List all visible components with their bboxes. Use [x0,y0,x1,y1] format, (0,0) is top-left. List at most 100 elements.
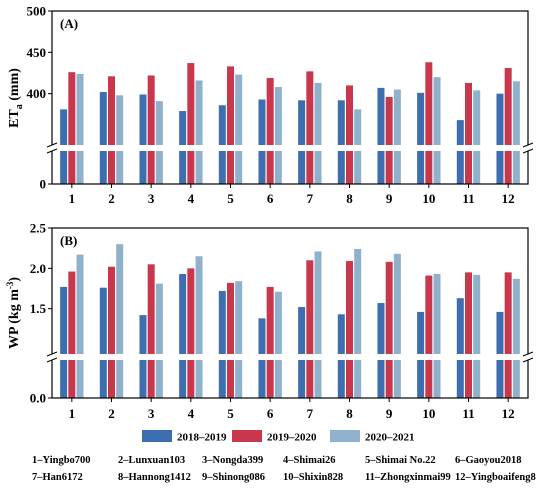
bar-p2-s2-c7 [306,260,314,398]
bar-p2-s2-c5 [227,282,234,398]
legend-label-1: 2018–2019 [177,432,227,444]
x-tick-label: 8 [346,406,353,421]
break-mark [46,357,58,363]
bar-p1-s3-c12 [512,81,520,184]
break-mark [522,351,534,357]
legend-label-3: 2020–2021 [365,432,415,444]
cultivar-5: 5–Shimai No.22 [365,455,436,466]
x-tick-label: 10 [422,406,435,421]
x-tick-label: 9 [386,191,393,206]
bar-p1-s3-c3 [155,101,163,184]
plot-frame [51,227,529,399]
x-tick-label: 1 [69,406,76,421]
bar-p2-s2-c9 [385,261,393,398]
bar-p1-s2-c3 [147,75,155,184]
x-tick-label: 8 [346,191,353,206]
cultivar-4: 4–Shimai26 [283,455,336,466]
y-tick-label: 2.0 [30,261,46,276]
bar-p2-s3-c8 [354,248,362,398]
legend-swatch-1 [142,430,172,442]
bar-p1-s2-c8 [346,85,353,184]
break-mark [522,148,534,154]
bar-p1-s1-c10 [417,92,425,184]
y-tick-label: 0.0 [30,391,46,406]
break-mark [522,357,534,363]
cultivar-8: 8–Hannong1412 [118,472,191,483]
bar-p1-s2-c6 [266,77,274,184]
cultivar-6: 6–Gaoyou2018 [455,455,522,466]
x-tick-label: 12 [502,191,515,206]
bar-p2-s3-c4 [195,256,203,398]
y-tick-label: 0 [40,177,47,192]
x-tick-label: 11 [462,406,474,421]
bar-p1-s3-c6 [274,87,282,184]
bar-p1-s3-c7 [314,82,322,184]
x-tick-label: 2 [108,406,115,421]
bar-p2-s1-c5 [218,290,226,398]
x-tick-label: 6 [267,191,274,206]
break-mark [46,351,58,357]
x-tick-label: 11 [462,191,474,206]
x-tick-label: 10 [422,191,435,206]
bar-p2-s2-c3 [147,264,155,398]
bar-p2-s1-c4 [179,273,187,398]
legend: 2018–2019 2019–2020 2020–2021 [142,430,415,444]
cultivar-10: 10–Shixin828 [283,472,343,483]
bar-p2-s3-c6 [274,291,282,398]
legend-label-2: 2019–2020 [267,432,317,444]
break-mark [522,142,534,148]
y-tick-label: 450 [27,45,47,60]
bar-p1-s3-c1 [76,73,84,184]
bar-p1-s2-c10 [425,62,433,184]
y-axis-label: WP (kg m-3) [5,277,22,349]
cultivar-list: 1–Yingbo700 2–Lunxuan103 3–Nongda399 4–Shim… [32,455,536,483]
x-tick-label: 1 [69,191,76,206]
bar-p1-s1-c8 [337,100,345,184]
bar-p1-s3-c11 [473,90,481,184]
x-tick-label: 9 [386,406,393,421]
bar-p2-s2-c10 [425,275,433,398]
cultivar-2: 2–Lunxuan103 [118,455,185,466]
x-tick-label: 7 [307,191,314,206]
bar-p2-s3-c5 [235,281,243,398]
bar-p1-s1-c11 [456,120,464,184]
cultivar-1: 1–Yingbo700 [32,455,91,466]
x-tick-label: 6 [267,406,274,421]
bar-p2-s1-c2 [99,287,107,398]
bar-p1-s1-c9 [377,87,385,184]
bar-p1-s3-c4 [195,80,203,184]
bar-p1-s1-c2 [99,92,107,184]
break-cover-left [47,354,57,360]
panel-label: (A) [60,16,78,31]
x-tick-label: 5 [227,191,234,206]
bar-p1-s1-c5 [218,105,226,184]
bar-p2-s3-c12 [512,278,520,398]
break-cover-left [47,145,57,151]
bar-p1-s1-c7 [298,100,306,184]
x-tick-label: 4 [188,406,195,421]
cultivar-7: 7–Han6172 [32,472,83,483]
bar-p1-s2-c7 [306,71,314,184]
bar-p2-s2-c8 [346,261,353,398]
bar-p2-s2-c1 [68,271,76,398]
bar-p1-s3-c10 [433,77,441,184]
y-tick-label: 500 [27,4,47,19]
break-cover-right [523,145,533,151]
break-cover-right [523,354,533,360]
x-tick-label: 4 [188,191,195,206]
bar-p1-s3-c2 [116,95,124,184]
bar-p1-s2-c2 [108,76,115,184]
bar-p2-s2-c11 [465,272,472,398]
bar-p2-s1-c1 [60,286,68,398]
y-tick-label: 2.5 [30,221,47,236]
y-tick-label: 400 [27,86,47,101]
bar-p2-s1-c11 [456,298,464,398]
bar-p1-s2-c9 [385,96,393,184]
x-tick-label: 7 [307,406,314,421]
x-tick-label: 2 [108,191,115,206]
bar-p2-s3-c2 [116,244,124,398]
cultivar-3: 3–Nongda399 [202,455,263,466]
